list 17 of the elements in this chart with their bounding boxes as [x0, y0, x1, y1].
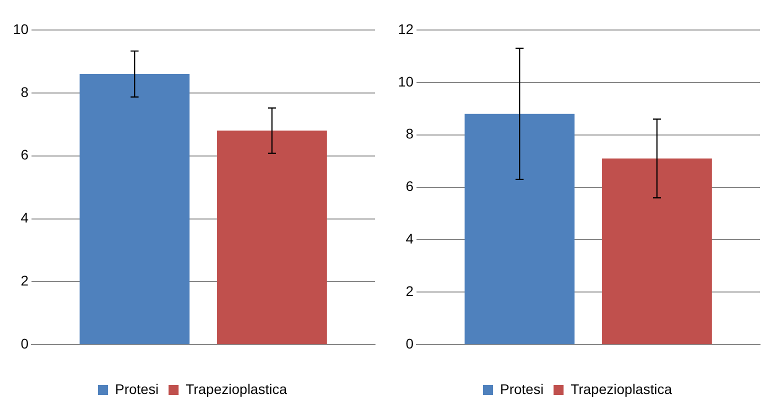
y-tick-label: 0 [20, 335, 29, 352]
y-tick-label: 10 [12, 20, 29, 37]
y-tick-label: 4 [20, 210, 29, 226]
legend-label: Trapezioplastica [570, 380, 672, 397]
y-tick-label: 6 [406, 178, 414, 194]
legend-label: Protesi [500, 380, 544, 397]
y-tick-label: 6 [20, 146, 29, 163]
legend-label: Trapezioplastica [186, 380, 288, 397]
y-tick-label: 8 [20, 84, 29, 100]
y-tick-label: 2 [20, 272, 29, 289]
y-tick-label: 0 [406, 335, 414, 352]
y-tick-label: 4 [406, 230, 414, 247]
y-tick-label: 10 [398, 73, 414, 90]
y-tick-label: 12 [398, 20, 414, 37]
y-tick-label: 8 [406, 126, 414, 142]
y-tick-label: 2 [406, 283, 414, 300]
legend-label: Protesi [115, 380, 159, 397]
